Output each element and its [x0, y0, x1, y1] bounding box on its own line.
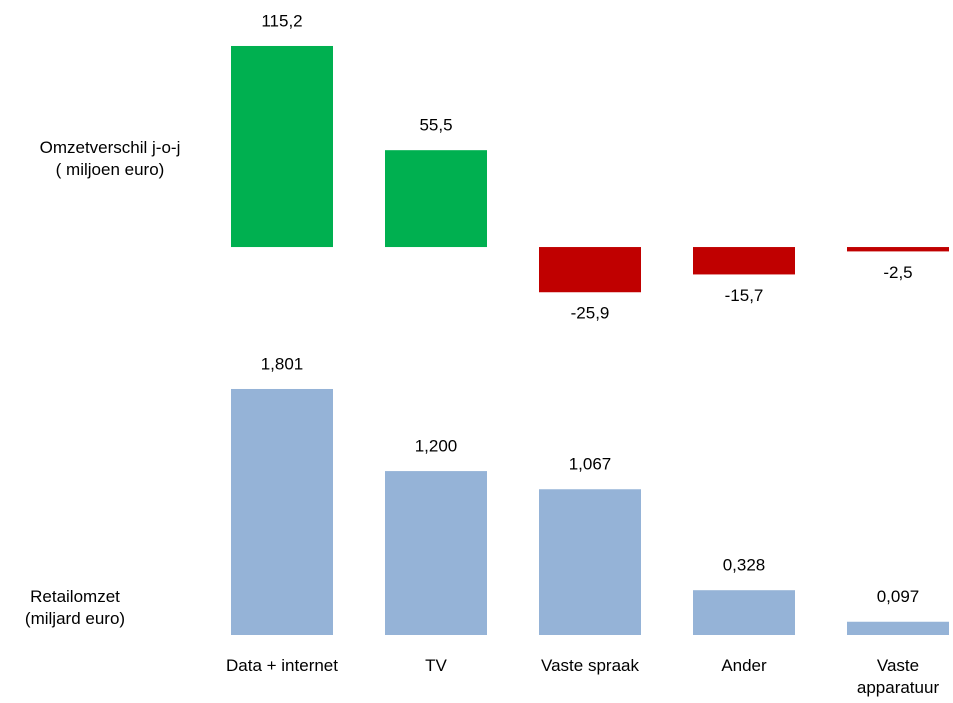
data-label: -15,7	[725, 286, 764, 305]
x-tick-label: Vaste spraak	[541, 656, 639, 675]
x-tick-label: Vaste apparatuur	[856, 656, 940, 697]
y-axis-label: Omzetverschil j-o-j ( miljoen euro)	[39, 138, 181, 179]
bar	[539, 247, 641, 293]
bar	[539, 489, 641, 635]
y-axis-label: Retailomzet (miljard euro)	[24, 587, 126, 628]
bar	[231, 45, 333, 248]
x-tick-label: TV	[425, 656, 447, 675]
bar	[847, 247, 949, 252]
data-label: 0,328	[723, 556, 766, 575]
data-label: 1,200	[415, 437, 458, 456]
x-tick-label: Ander	[721, 656, 767, 675]
bar	[231, 388, 333, 635]
data-label: 1,801	[261, 354, 304, 373]
bar	[385, 471, 487, 635]
bar	[847, 621, 949, 635]
data-label: 0,097	[877, 587, 920, 606]
x-tick-label: Data + internet	[226, 656, 338, 675]
bar	[385, 150, 487, 248]
bar	[693, 247, 795, 275]
data-label: -25,9	[571, 304, 610, 323]
data-label: 115,2	[261, 11, 302, 30]
data-label: 55,5	[419, 116, 452, 135]
bar	[693, 590, 795, 635]
data-label: -2,5	[883, 263, 912, 282]
data-label: 1,067	[569, 455, 612, 474]
